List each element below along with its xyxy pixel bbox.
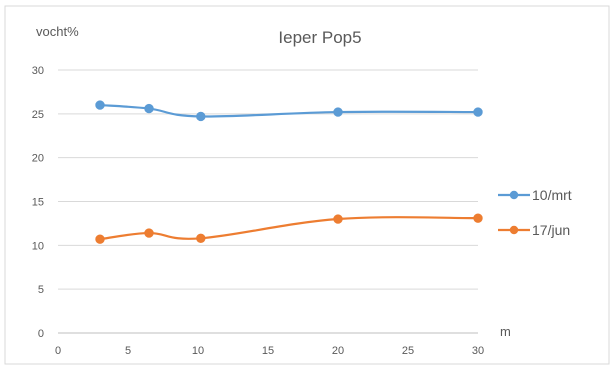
y-tick-label: 0 xyxy=(38,328,44,340)
series xyxy=(95,100,483,244)
x-axis-label: m xyxy=(500,324,511,339)
series-line-1 xyxy=(99,216,479,241)
legend-label: 10/mrt xyxy=(532,187,572,203)
x-tick-label: 10 xyxy=(192,345,204,357)
series-line-0 xyxy=(99,103,479,118)
chart-title: Ieper Pop5 xyxy=(278,28,361,47)
y-tick-label: 20 xyxy=(32,153,44,165)
y-tick-label: 15 xyxy=(32,197,44,209)
data-point xyxy=(144,103,154,114)
data-point xyxy=(333,107,343,117)
x-tick-label: 20 xyxy=(332,345,344,357)
legend: 10/mrt 17/jun xyxy=(498,187,572,238)
y-tick-label: 25 xyxy=(32,109,44,121)
legend-marker xyxy=(509,225,519,235)
y-tick-label: 5 xyxy=(38,284,44,296)
data-point xyxy=(196,111,206,122)
y-tick-label: 10 xyxy=(32,240,44,252)
x-tick-label: 30 xyxy=(472,345,484,357)
x-tick-label: 15 xyxy=(262,345,274,357)
data-point xyxy=(196,233,206,244)
data-point xyxy=(95,100,105,110)
legend-marker xyxy=(509,190,519,200)
data-point xyxy=(144,228,154,238)
legend-label: 17/jun xyxy=(532,222,570,238)
chart-frame xyxy=(4,5,610,365)
axis-ticks: 0 5 10 15 20 25 30 0 5 10 15 20 25 30 xyxy=(32,65,484,357)
y-axis-label: vocht% xyxy=(36,24,79,39)
y-tick-label: 30 xyxy=(32,65,44,77)
x-tick-label: 5 xyxy=(125,345,131,357)
data-point xyxy=(473,213,483,223)
x-tick-label: 0 xyxy=(55,345,61,357)
data-point xyxy=(95,234,105,244)
data-point xyxy=(333,214,343,224)
x-tick-label: 25 xyxy=(402,345,414,357)
data-point xyxy=(473,107,483,117)
